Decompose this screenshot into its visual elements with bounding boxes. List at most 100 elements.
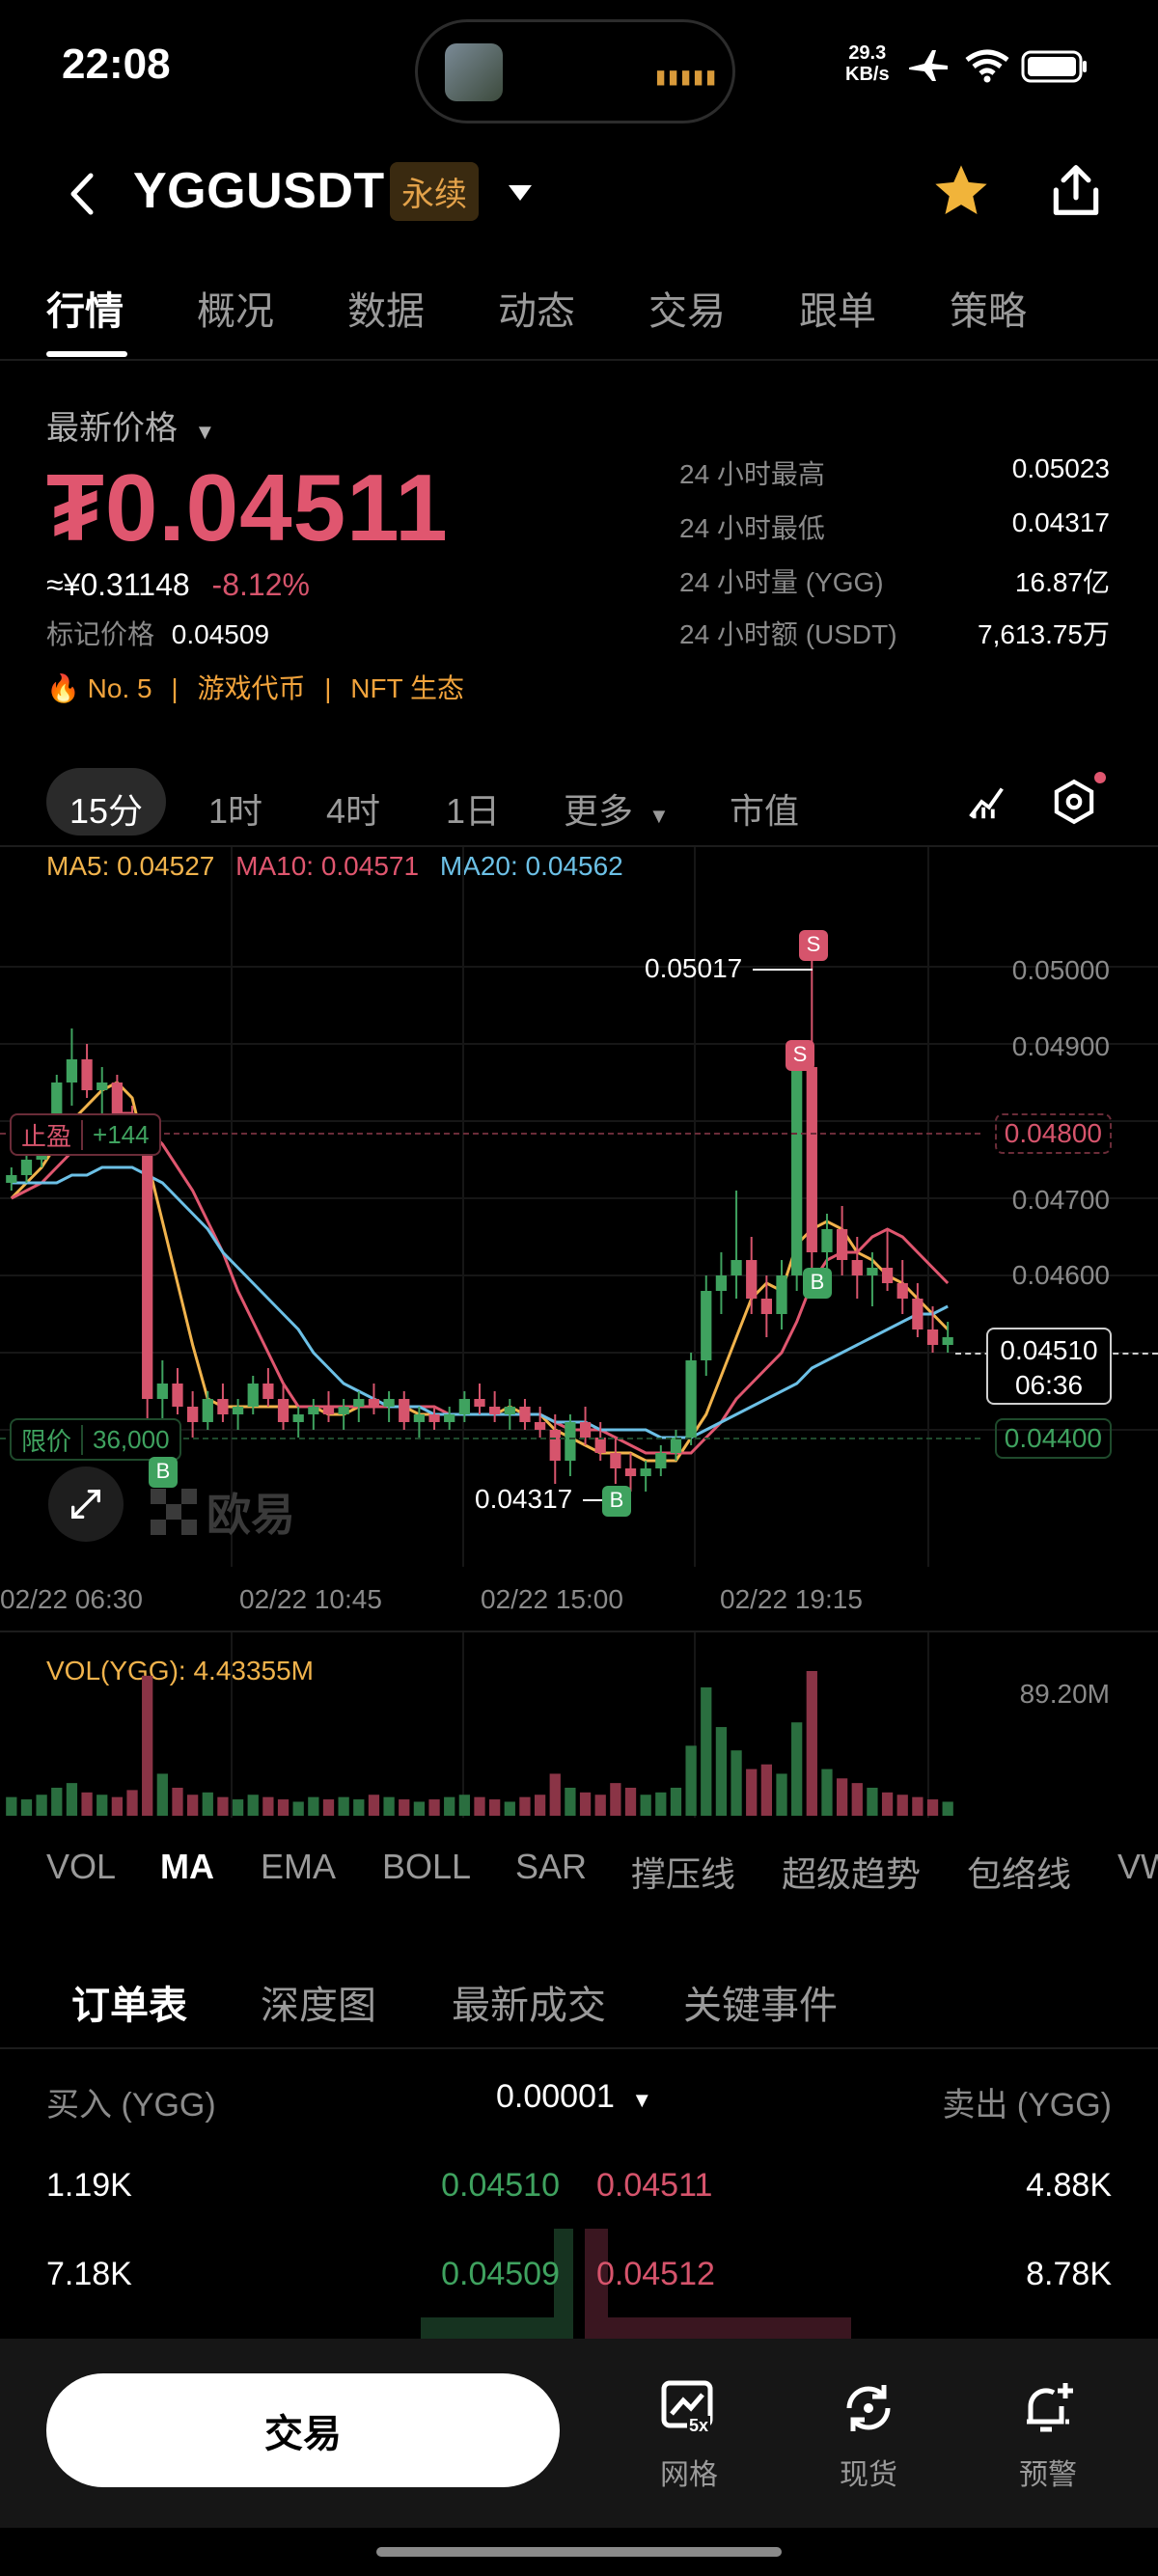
indicator-envelope[interactable]: 包络线 bbox=[967, 1854, 1072, 1894]
sell-marker[interactable]: S bbox=[786, 1040, 814, 1071]
interval-more[interactable]: 更多 ▼ bbox=[564, 783, 670, 834]
indicator-ma[interactable]: MA bbox=[160, 1847, 214, 1886]
volume-chart bbox=[6, 1632, 953, 1818]
indicator-vol[interactable]: VOL bbox=[46, 1847, 117, 1886]
candle-body bbox=[926, 1329, 939, 1345]
candle-body bbox=[655, 1453, 667, 1468]
cny-price: ≈¥0.31148 bbox=[46, 567, 190, 602]
category-tag-gaming[interactable]: 游戏代币 bbox=[197, 673, 306, 703]
chart-settings-icon[interactable] bbox=[1050, 778, 1098, 826]
take-profit-price: 0.04800 bbox=[994, 1113, 1112, 1154]
volume-bar bbox=[579, 1792, 592, 1816]
tab-order-book[interactable]: 订单表 bbox=[71, 1985, 187, 2027]
tab-news[interactable]: 动态 bbox=[498, 290, 575, 333]
interval-1d[interactable]: 1日 bbox=[446, 791, 501, 831]
tab-data[interactable]: 数据 bbox=[347, 290, 425, 333]
fullscreen-button[interactable] bbox=[48, 1466, 124, 1542]
candle-countdown: 06:36 bbox=[1014, 1370, 1084, 1400]
mark-price-row: 标记价格 0.04509 bbox=[46, 614, 269, 652]
volume-bar bbox=[942, 1801, 953, 1816]
candle-body bbox=[458, 1399, 470, 1414]
stat-volume-label: 24 小时量 (YGG) bbox=[679, 567, 884, 597]
candle-body bbox=[504, 1407, 515, 1414]
indicator-vwap[interactable]: VW bbox=[1117, 1847, 1158, 1886]
candle-body bbox=[428, 1414, 440, 1422]
buy-marker[interactable]: B bbox=[149, 1457, 178, 1488]
x-tick-0: 02/22 06:30 bbox=[0, 1584, 143, 1614]
limit-order-tag[interactable]: 限价 36,000 bbox=[10, 1418, 181, 1461]
candle-body bbox=[594, 1438, 606, 1453]
tick-size-selector[interactable]: 0.00001 ▼ bbox=[496, 2078, 652, 2116]
candle-body bbox=[20, 1160, 33, 1175]
back-arrow-icon[interactable] bbox=[64, 170, 102, 218]
volume-bar bbox=[776, 1773, 787, 1816]
take-profit-tag[interactable]: 止盈 +144 bbox=[10, 1113, 161, 1156]
volume-bar bbox=[292, 1801, 304, 1816]
media-thumbnail bbox=[445, 43, 503, 101]
buy-marker[interactable]: B bbox=[602, 1486, 631, 1517]
rank-tag[interactable]: No. 5 bbox=[87, 673, 152, 703]
volume-bar bbox=[836, 1778, 848, 1816]
indicator-boll[interactable]: BOLL bbox=[382, 1847, 472, 1886]
indicator-sar[interactable]: SAR bbox=[515, 1847, 588, 1886]
volume-bar bbox=[111, 1796, 124, 1816]
tab-market[interactable]: 行情 bbox=[46, 290, 124, 333]
volume-bar bbox=[202, 1792, 213, 1816]
candle-body bbox=[610, 1453, 621, 1468]
volume-bar bbox=[640, 1795, 651, 1816]
price-type-selector[interactable]: 最新价格 ▼ bbox=[46, 401, 215, 449]
interval-4h[interactable]: 4时 bbox=[326, 791, 381, 831]
chart-style-icon[interactable] bbox=[965, 780, 1009, 824]
favorite-star-icon[interactable] bbox=[930, 160, 992, 222]
candle-body bbox=[474, 1399, 485, 1407]
candlestick-chart[interactable] bbox=[0, 847, 1158, 1567]
trade-button[interactable]: 交易 bbox=[46, 2373, 560, 2487]
volume-bar bbox=[806, 1671, 817, 1816]
volume-bar bbox=[534, 1795, 546, 1816]
sell-marker[interactable]: S bbox=[799, 930, 828, 961]
category-tag-nft[interactable]: NFT 生态 bbox=[350, 673, 464, 703]
dynamic-island[interactable]: ▮▮▮▮▮ bbox=[415, 19, 735, 123]
interval-15m[interactable]: 15分 bbox=[69, 791, 144, 831]
stat-turnover-value: 7,613.75万 bbox=[978, 619, 1110, 649]
candle-body bbox=[715, 1275, 728, 1291]
candle-body bbox=[217, 1399, 229, 1414]
active-tab-indicator bbox=[46, 351, 127, 357]
order-book-row[interactable]: 1.19K 0.04510 0.04511 4.88K bbox=[0, 2167, 1158, 2206]
volume-bar bbox=[565, 1787, 576, 1816]
airplane-icon bbox=[909, 50, 948, 81]
indicator-supertrend[interactable]: 超级趋势 bbox=[782, 1854, 922, 1894]
volume-bar bbox=[867, 1787, 878, 1816]
buy-marker[interactable]: B bbox=[803, 1268, 832, 1299]
interval-market-cap[interactable]: 市值 bbox=[730, 791, 800, 831]
symbol-title[interactable]: YGGUSDT bbox=[133, 163, 385, 219]
tab-key-events[interactable]: 关键事件 bbox=[683, 1985, 838, 2027]
network-speed: 29.3 KB/s bbox=[845, 42, 890, 85]
tab-depth-chart[interactable]: 深度图 bbox=[261, 1985, 376, 2027]
tab-overview[interactable]: 概况 bbox=[197, 290, 274, 333]
interval-1h[interactable]: 1时 bbox=[208, 791, 263, 831]
share-icon[interactable] bbox=[1046, 160, 1106, 220]
volume-bar bbox=[428, 1799, 440, 1816]
y-tick-2: 0.04700 bbox=[1011, 1185, 1110, 1215]
tab-trade[interactable]: 交易 bbox=[648, 290, 726, 333]
candle-body bbox=[156, 1384, 168, 1399]
ma20-legend: MA20: 0.04562 bbox=[439, 851, 623, 881]
candle-body bbox=[791, 1067, 803, 1275]
candle-body bbox=[308, 1407, 319, 1414]
tab-latest-trades[interactable]: 最新成交 bbox=[452, 1985, 606, 2027]
chevron-down-icon: ▼ bbox=[194, 420, 216, 444]
order-book-row[interactable]: 7.18K 0.04509 0.04512 8.78K bbox=[0, 2256, 1158, 2294]
symbol-dropdown-icon[interactable] bbox=[506, 181, 535, 205]
volume-bar bbox=[126, 1790, 138, 1816]
volume-bar bbox=[655, 1792, 667, 1816]
bid-quantity: 1.19K bbox=[46, 2167, 132, 2204]
indicator-support-resistance[interactable]: 撑压线 bbox=[631, 1854, 736, 1894]
mark-price-value: 0.04509 bbox=[171, 619, 270, 649]
indicator-ema[interactable]: EMA bbox=[261, 1847, 337, 1886]
tab-strategy[interactable]: 策略 bbox=[950, 290, 1027, 333]
tab-copy-trading[interactable]: 跟单 bbox=[799, 290, 876, 333]
candle-body bbox=[851, 1260, 863, 1275]
last-price: ₮0.04511 bbox=[46, 454, 449, 561]
contract-type-badge: 永续 bbox=[390, 162, 479, 221]
